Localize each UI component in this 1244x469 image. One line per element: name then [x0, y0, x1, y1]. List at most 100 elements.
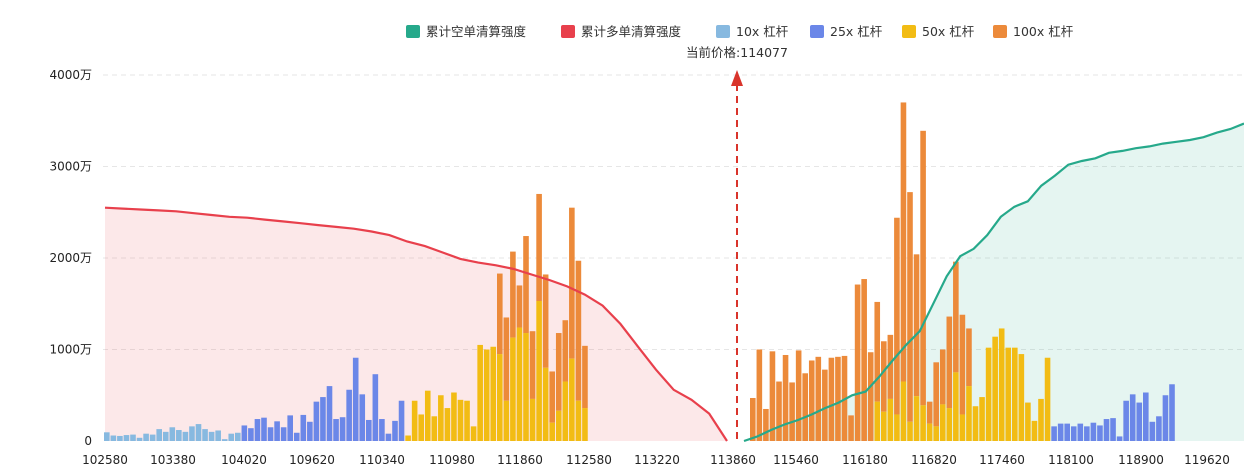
bar-lev25 [1143, 392, 1149, 441]
bar-lev100 [822, 369, 828, 441]
bar-lev100 [575, 260, 582, 401]
x-tick-label: 103380 [150, 453, 196, 467]
y-tick-label: 3000万 [49, 160, 92, 174]
bar-lev25 [1156, 416, 1162, 441]
bar-lev50 [490, 346, 497, 441]
bar-lev50 [953, 372, 959, 441]
bar-lev100 [808, 360, 815, 441]
bar-lev10 [235, 432, 241, 441]
bar-lev100 [939, 349, 946, 405]
bar-lev10 [110, 435, 117, 441]
legend-swatch [406, 25, 420, 38]
x-tick-label: 113860 [710, 453, 756, 467]
bar-lev50 [874, 401, 881, 441]
bar-lev10 [228, 433, 235, 441]
bar-lev50 [1044, 357, 1051, 441]
bar-lev50 [920, 405, 926, 441]
bar-lev25 [1116, 436, 1123, 441]
x-tick-label: 113220 [634, 453, 680, 467]
bar-lev25 [333, 419, 339, 441]
bar-lev100 [562, 320, 569, 382]
legend-item-lev50: 50x 杠杆 [902, 24, 975, 39]
bar-lev50 [438, 395, 444, 441]
bar-lev50 [1012, 347, 1018, 441]
bar-lev25 [1051, 426, 1057, 441]
bar-lev10 [162, 431, 169, 441]
long-cumulative-line [104, 206, 728, 442]
bar-lev100 [815, 356, 822, 441]
legend-label: 100x 杠杆 [1013, 24, 1074, 39]
bar-lev10 [117, 435, 123, 441]
legend-label: 25x 杠杆 [830, 24, 883, 39]
bar-lev25 [352, 357, 359, 441]
bar-lev25 [366, 419, 372, 441]
bar-lev50 [1025, 402, 1031, 441]
bar-lev50 [979, 397, 985, 441]
bar-lev10 [123, 435, 130, 441]
short-cumulative-area [744, 123, 1244, 441]
bar-lev100 [516, 285, 523, 328]
bar-lev25 [241, 425, 248, 441]
bar-lev25 [1090, 422, 1097, 441]
bar-lev100 [582, 345, 588, 409]
bar-lev50 [457, 399, 464, 441]
bar-lev50 [894, 414, 900, 441]
bar-lev25 [1103, 419, 1110, 441]
x-tick-label: 110340 [359, 453, 405, 467]
bar-lev50 [939, 404, 946, 441]
bar-lev10 [182, 431, 189, 441]
bar-lev50 [497, 354, 503, 441]
bar-lev100 [795, 350, 802, 441]
bar-lev10 [149, 434, 156, 441]
axes: 0 1000万 2000万 3000万 4000万 102580 103380 104020 1… [49, 68, 1229, 467]
bar-lev10 [169, 427, 176, 441]
bar-lev50 [536, 301, 542, 441]
bar-lev10 [156, 429, 162, 441]
bar-lev50 [1038, 398, 1044, 441]
bar-lev50 [555, 410, 562, 441]
bar-lev100 [536, 193, 542, 302]
bar-lev100 [523, 236, 529, 334]
bar-lev50 [926, 423, 933, 441]
bar-lev25 [359, 394, 366, 441]
bar-lev25 [1070, 426, 1077, 441]
bar-lev25 [346, 389, 352, 441]
legend-swatch [993, 25, 1007, 38]
bar-lev50 [913, 396, 920, 441]
bar-lev50 [992, 336, 998, 441]
bar-lev10 [208, 431, 215, 441]
bar-lev100 [848, 415, 854, 441]
bar-lev25 [392, 420, 398, 441]
bar-lev25 [1123, 400, 1129, 441]
bar-lev50 [972, 406, 979, 441]
bar-lev25 [1057, 423, 1064, 441]
bar-lev50 [411, 400, 418, 441]
bar-lev100 [763, 408, 769, 441]
bar-lev25 [1149, 421, 1156, 441]
bar-lev50 [405, 435, 411, 441]
bar-lev100 [542, 274, 549, 368]
x-tick-label: 102580 [82, 453, 128, 467]
bar-lev25 [1097, 425, 1103, 441]
legend-item-lev10: 10x 杠杆 [716, 24, 789, 39]
y-tick-label: 2000万 [49, 251, 92, 265]
bar-lev25 [300, 414, 307, 441]
bar-lev25 [372, 374, 379, 441]
bar-lev25 [1129, 394, 1136, 441]
legend-item-long_cumulative: 累计多单清算强度 [561, 24, 682, 39]
cumulative-areas [105, 123, 1244, 441]
bar-lev50 [569, 358, 575, 441]
bar-lev50 [483, 349, 490, 441]
bar-lev100 [946, 316, 953, 409]
x-tick-label: 116180 [842, 453, 888, 467]
bar-lev100 [854, 284, 861, 441]
bar-lev25 [287, 415, 293, 441]
legend-swatch [902, 25, 916, 38]
bar-lev50 [985, 347, 992, 441]
bar-lev100 [966, 328, 972, 387]
legend-label: 50x 杠杆 [922, 24, 975, 39]
bar-lev50 [451, 392, 457, 441]
bar-lev25 [1077, 423, 1084, 441]
bar-lev50 [477, 344, 483, 441]
